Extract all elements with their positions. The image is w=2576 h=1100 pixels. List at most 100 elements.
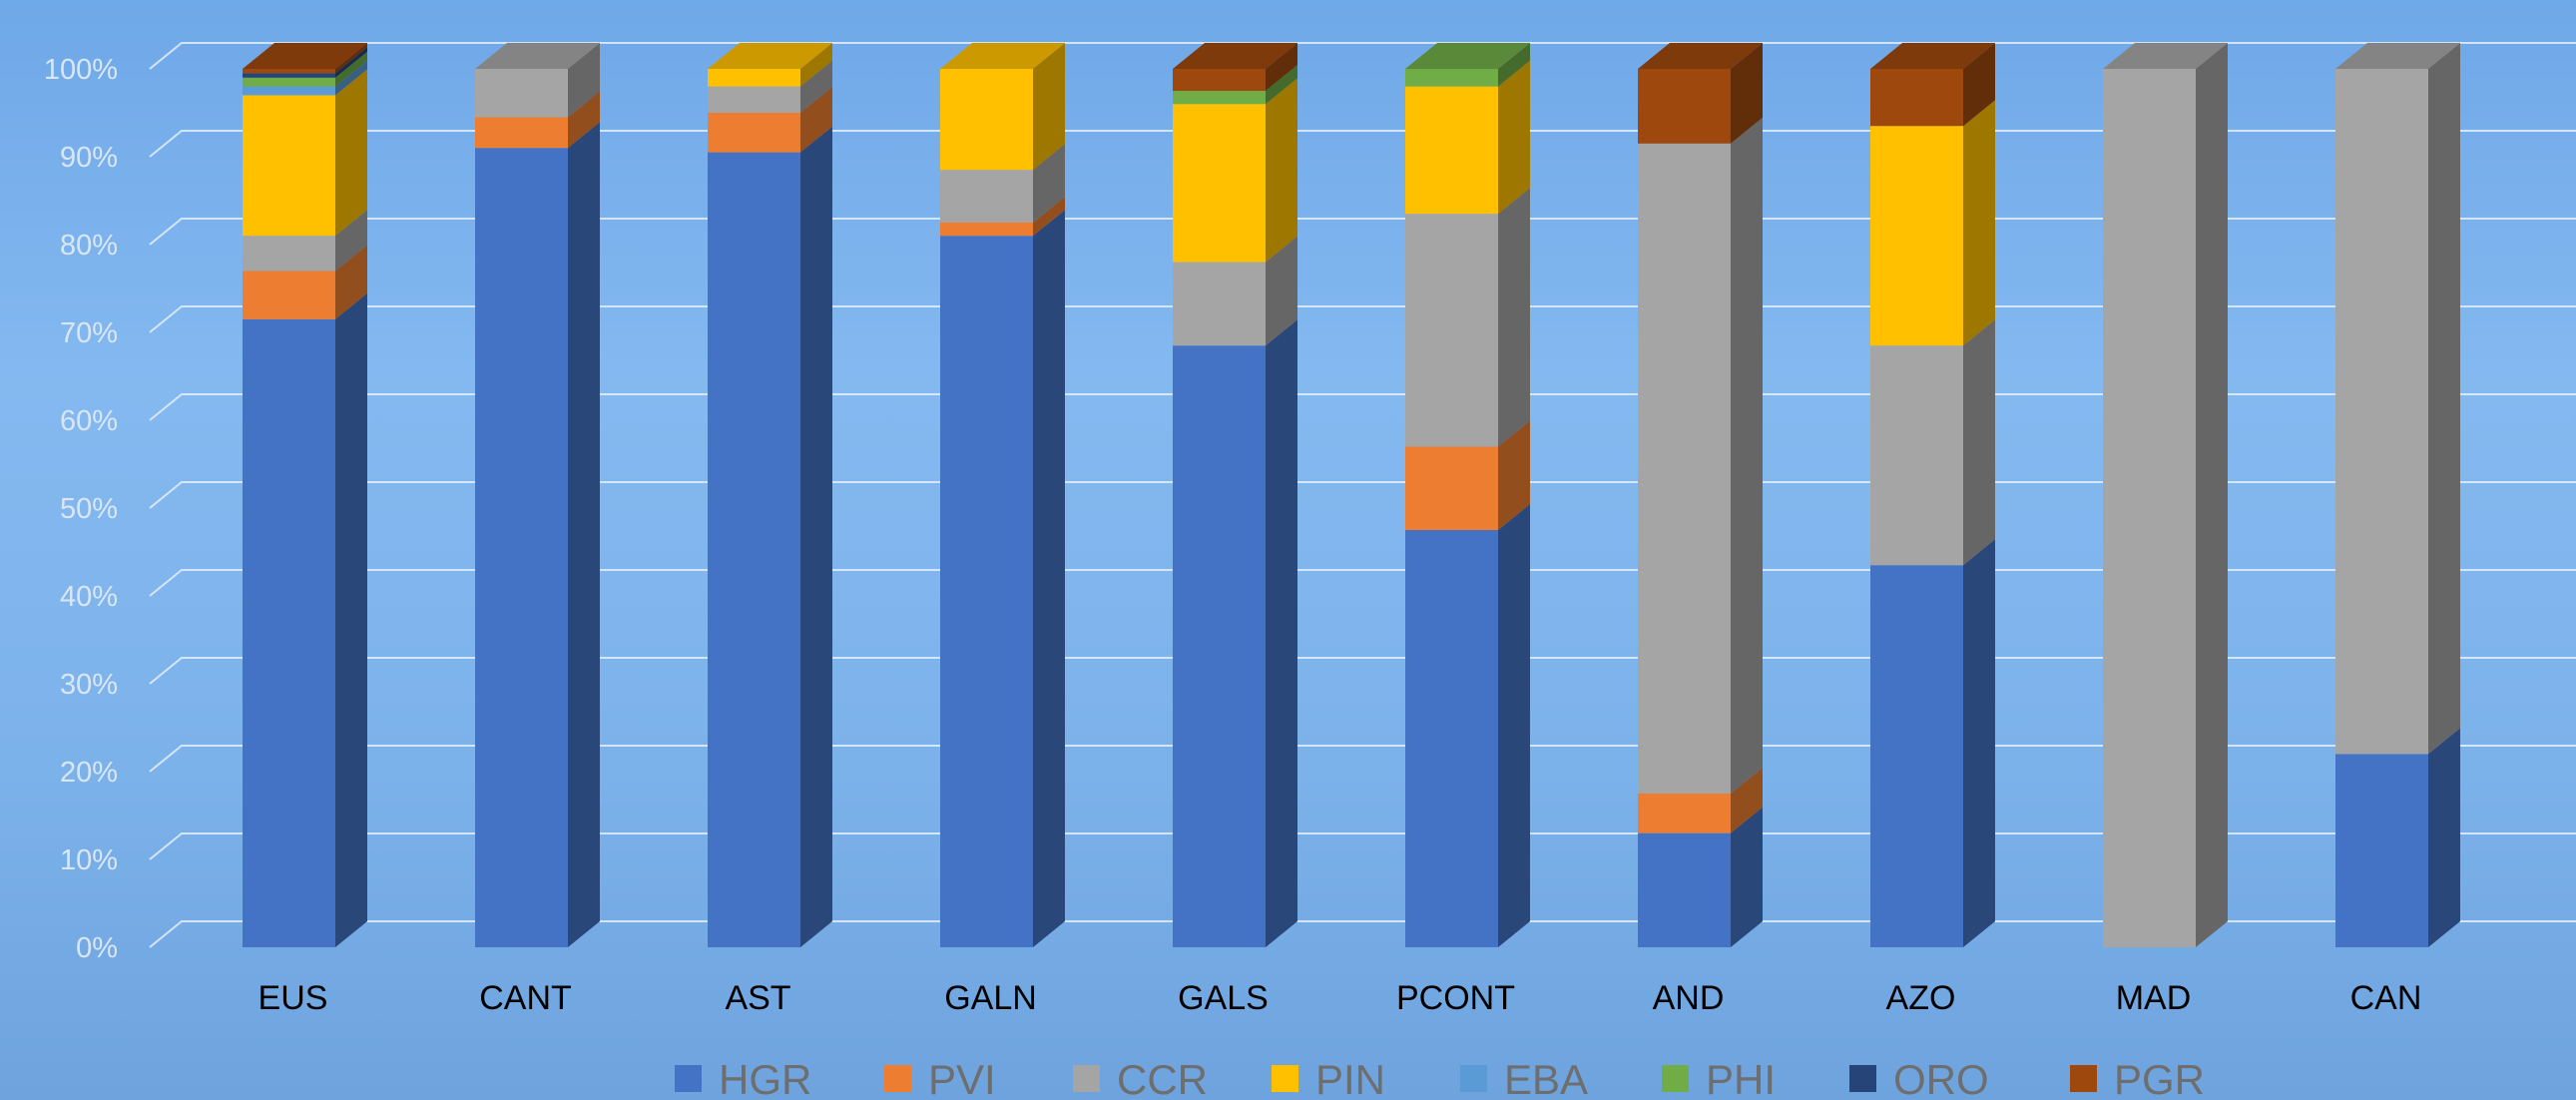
bar-segment-pin	[708, 69, 800, 87]
legend-item-pgr: PGR	[2070, 1056, 2205, 1100]
legend-label: PHI	[1706, 1056, 1776, 1100]
bar-segment-hgr	[2335, 754, 2428, 947]
legend-swatch	[884, 1065, 911, 1092]
bar-stack-mad	[2103, 43, 2228, 947]
bar-segment-ccr	[1405, 214, 1498, 446]
y-tick-label: 0%	[76, 932, 118, 964]
y-tick-label: 90%	[60, 142, 118, 174]
bar-segment-side	[1266, 78, 1297, 262]
bar-segment-hgr	[475, 148, 568, 947]
y-tick-label: 30%	[60, 669, 118, 701]
bar-segment-pgr	[1870, 69, 1963, 126]
legend-swatch	[675, 1065, 702, 1092]
bar-stack-cant	[475, 43, 600, 947]
bar-segment-side	[1498, 504, 1530, 947]
bar-segment-pin	[1870, 126, 1963, 345]
legend-item-pvi: PVI	[884, 1056, 996, 1100]
bar-segment-side	[1963, 539, 1995, 947]
bar-segment-side	[568, 122, 600, 947]
bar-stack-can	[2335, 43, 2460, 947]
bar-segment-ccr	[1173, 263, 1266, 346]
bar-segment-ccr	[2335, 69, 2428, 754]
x-category-label: AST	[725, 979, 790, 1017]
y-tick-label: 60%	[60, 405, 118, 437]
bar-segment-side	[335, 69, 367, 236]
bar-segment-side	[1963, 100, 1995, 345]
bar-segment-oro	[243, 73, 335, 77]
bar-segment-pvi	[1638, 794, 1731, 833]
bar-segment-side	[800, 127, 832, 947]
bar-segment-pin	[1173, 104, 1266, 262]
bar-segment-pvi	[708, 113, 800, 153]
bar-segment-hgr	[940, 236, 1033, 947]
bar-segment-pvi	[1405, 446, 1498, 530]
bar-segment-ccr	[1870, 345, 1963, 565]
bars	[243, 43, 2460, 947]
y-tick-label: 20%	[60, 757, 118, 789]
x-category-label: GALN	[944, 979, 1037, 1017]
legend-label: HGR	[719, 1056, 811, 1100]
legend-label: ORO	[1893, 1056, 1989, 1100]
bar-segment-pgr	[243, 69, 335, 73]
bar-segment-pvi	[243, 271, 335, 318]
x-category-label: EUS	[258, 979, 328, 1017]
bar-segment-ccr	[243, 236, 335, 271]
legend-item-phi: PHI	[1662, 1056, 1776, 1100]
bar-segment-side	[1963, 319, 1995, 565]
bar-segment-ccr	[940, 170, 1033, 223]
legend-item-oro: ORO	[1849, 1056, 1989, 1100]
x-category-label: CAN	[2350, 979, 2422, 1017]
bar-stack-and	[1638, 43, 1763, 947]
bar-segment-phi	[1405, 69, 1498, 87]
y-tick-label: 100%	[44, 54, 118, 86]
legend-label: PIN	[1315, 1056, 1385, 1100]
legend-label: CCR	[1117, 1056, 1208, 1100]
y-axis-ticks: 0%10%20%30%40%50%60%70%80%90%100%	[44, 54, 118, 964]
bar-stack-azo	[1870, 43, 1995, 947]
bar-segment-hgr	[243, 319, 335, 947]
legend-swatch	[1849, 1065, 1876, 1092]
legend-swatch	[1272, 1065, 1298, 1092]
bar-segment-phi	[243, 78, 335, 87]
bar-segment-ccr	[708, 87, 800, 113]
x-category-label: AND	[1653, 979, 1725, 1017]
legend: HGR PVI CCR PIN EBA PHI ORO PGR	[675, 1056, 2205, 1100]
bar-stack-pcont	[1405, 43, 1530, 947]
bar-segment-hgr	[1173, 345, 1266, 947]
bar-stack-galn	[940, 43, 1065, 947]
bar-segment-pin	[243, 95, 335, 236]
bar-segment-side	[1266, 319, 1297, 947]
legend-item-eba: EBA	[1460, 1056, 1588, 1100]
legend-label: PGR	[2114, 1056, 2205, 1100]
bar-segment-side	[335, 293, 367, 947]
y-tick-label: 80%	[60, 230, 118, 262]
x-category-label: MAD	[2116, 979, 2192, 1017]
bar-stack-eus	[243, 43, 367, 947]
y-tick-label: 70%	[60, 317, 118, 349]
bar-segment-hgr	[1638, 833, 1731, 947]
x-axis-categories: EUS CANT AST GALN GALS PCONT AND AZO MAD CAN	[258, 979, 2422, 1017]
bar-stack-ast	[708, 43, 832, 947]
x-category-label: CANT	[479, 979, 572, 1017]
legend-item-hgr: HGR	[675, 1056, 811, 1100]
bar-segment-eba	[243, 87, 335, 96]
x-category-label: GALS	[1178, 979, 1269, 1017]
y-tick-label: 10%	[60, 844, 118, 876]
bar-segment-side	[2428, 728, 2460, 947]
y-tick-label: 40%	[60, 581, 118, 613]
bar-segment-side	[1033, 210, 1065, 947]
legend-item-pin: PIN	[1272, 1056, 1385, 1100]
bar-segment-side	[2428, 43, 2460, 754]
legend-swatch	[2070, 1065, 2097, 1092]
legend-swatch	[1460, 1065, 1487, 1092]
legend-swatch	[1662, 1065, 1689, 1092]
bar-segment-pin	[1405, 87, 1498, 215]
bar-segment-side	[2196, 43, 2228, 947]
legend-item-ccr: CCR	[1073, 1056, 1208, 1100]
bar-segment-pvi	[940, 223, 1033, 236]
legend-label: EBA	[1504, 1056, 1588, 1100]
bar-segment-hgr	[1405, 530, 1498, 947]
bar-segment-pgr	[1173, 69, 1266, 91]
